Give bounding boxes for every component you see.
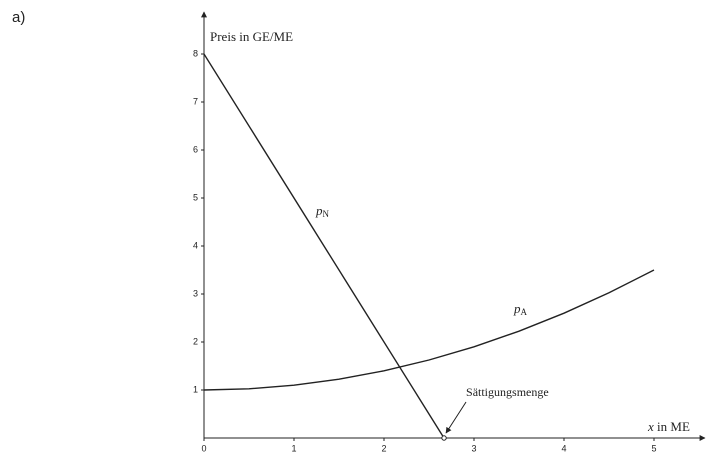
y-tick-label: 7: [193, 96, 198, 106]
y-axis-label: Preis in GE/ME: [210, 29, 293, 44]
x-axis-var: x: [647, 419, 654, 434]
y-tick-label: 4: [193, 240, 198, 250]
y-tick-label: 2: [193, 336, 198, 346]
saturation-arrow: [445, 401, 467, 434]
x-tick-label: 5: [651, 443, 656, 453]
y-tick-label: 1: [193, 384, 198, 394]
series-label-sub: A: [521, 307, 528, 317]
series-label: pA: [513, 301, 528, 317]
x-axis-label: x in ME: [647, 419, 690, 434]
x-tick-label: 3: [471, 443, 476, 453]
x-tick-label: 1: [291, 443, 296, 453]
series-label-main: p: [513, 301, 521, 316]
series-label: pN: [315, 203, 330, 219]
y-tick-label: 5: [193, 192, 198, 202]
y-tick-label: 6: [193, 144, 198, 154]
page-label: a): [12, 9, 25, 26]
y-tick-label: 8: [193, 48, 198, 58]
x-tick-label: 2: [381, 443, 386, 453]
curve: [203, 53, 445, 439]
series-label-sub: N: [323, 209, 330, 219]
series-label-main: p: [315, 203, 323, 218]
saturation-point: [441, 435, 447, 441]
x-tick-label: 4: [561, 443, 566, 453]
saturation-label: Sättigungsmenge: [466, 385, 549, 399]
y-tick-label: 3: [193, 288, 198, 298]
x-tick-label: 0: [201, 443, 206, 453]
x-axis-unit: in ME: [657, 419, 690, 434]
curve: [203, 269, 655, 391]
